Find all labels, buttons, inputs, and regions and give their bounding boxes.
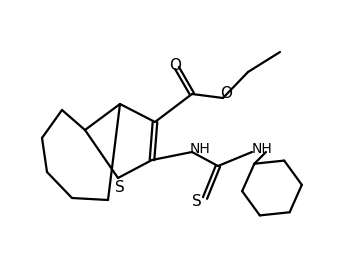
Text: NH: NH [251,142,272,156]
Text: S: S [192,194,202,209]
Text: O: O [220,86,232,101]
Text: NH: NH [190,142,210,156]
Text: O: O [169,58,181,73]
Text: S: S [115,180,125,194]
